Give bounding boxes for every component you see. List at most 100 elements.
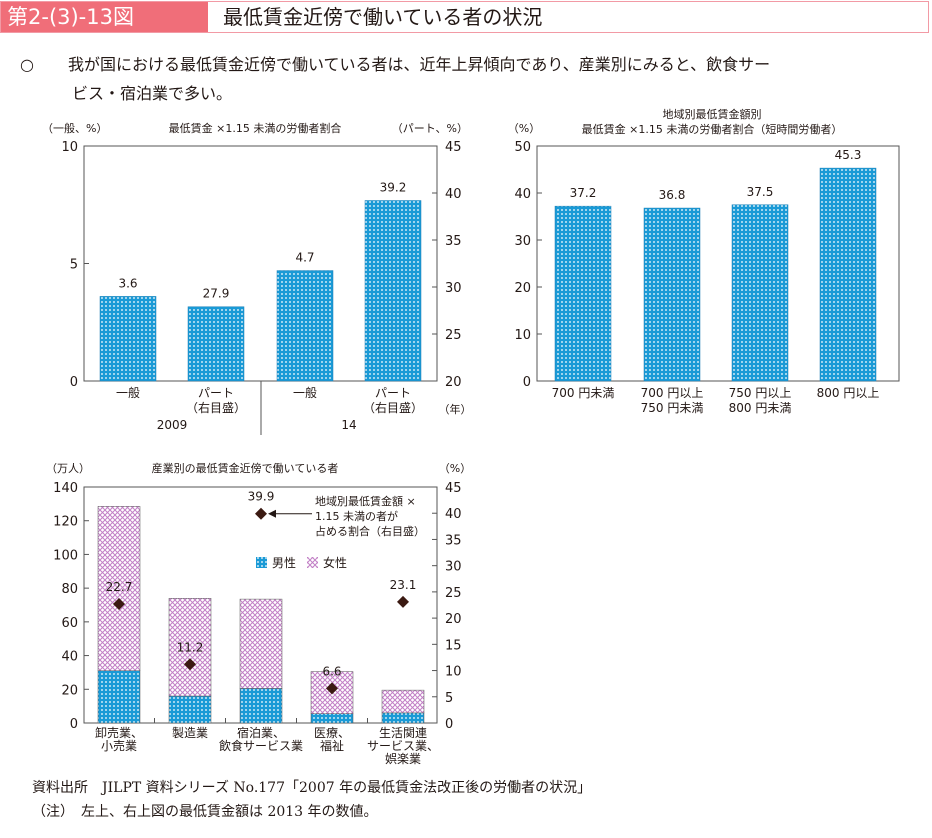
chart3-left-tick-label: 100 — [53, 548, 78, 563]
chart3-bar-male — [97, 670, 141, 724]
chart3-left-axis-label: （万人） — [46, 462, 90, 475]
chart3-right-tick-label: 0 — [445, 717, 453, 732]
chart3-x-label: 製造業 — [172, 726, 208, 740]
chart2-data-label: 45.3 — [835, 148, 862, 162]
figure-header: 第2-(3)-13図 最低賃金近傍で働いている者の状況 — [0, 1, 929, 33]
chart3-ratio-label: 6.6 — [322, 664, 341, 678]
chart2-bar — [643, 207, 701, 382]
chart1-left-tick-label: 10 — [61, 140, 78, 155]
bullet-mark: ○ — [20, 55, 34, 74]
chart3-ratio-label: 39.9 — [248, 490, 275, 504]
chart2-bar — [554, 205, 612, 382]
chart3-bar-male — [239, 688, 283, 724]
chart3-bar-female — [239, 598, 283, 689]
chart3-left-tick-label: 40 — [61, 650, 78, 665]
chart1-left-axis-label: （一般、%） — [42, 122, 107, 135]
lead-line-1: 我が国における最低賃金近傍で働いている者は、近年上昇傾向であり、産業別にみると、… — [68, 55, 771, 74]
chart3-right-tick-label: 20 — [445, 612, 462, 627]
chart3-x-label: 福祉 — [320, 738, 344, 753]
chart1-right-tick-label: 25 — [445, 328, 462, 343]
lead-line-2: ビス・宿泊業で多い。 — [72, 84, 233, 103]
chart3-bar-male — [310, 713, 354, 724]
legend-swatch-female — [307, 557, 318, 568]
chart2-data-label: 36.8 — [659, 188, 686, 202]
chart1-data-label: 4.7 — [295, 251, 314, 265]
chart2-axis-label: （%） — [508, 122, 540, 135]
footnote: （注） 左上、右上図の最低賃金額は 2013 年の数値。 — [32, 804, 378, 820]
chart1-data-label: 39.2 — [380, 181, 407, 195]
chart2-data-label: 37.5 — [747, 185, 774, 199]
chart3-ratio-marker — [113, 597, 125, 610]
chart2-title: 地域別最低賃金額別 — [663, 107, 762, 121]
chart3-left-tick-label: 120 — [53, 515, 78, 530]
legend-label-female: 女性 — [323, 555, 347, 570]
chart3-x-label: 娯楽業 — [385, 752, 421, 766]
chart2-left-tick-label: 0 — [523, 375, 531, 390]
chart1-group-label: 2009 — [157, 418, 188, 432]
chart3-x-label: 医療、 — [314, 726, 350, 740]
chart3-bar-female — [381, 689, 425, 714]
chart1-right-tick-label: 30 — [445, 281, 462, 296]
chart3-x-label: 飲食サービス業 — [219, 738, 303, 753]
chart1-data-label: 3.6 — [118, 276, 137, 290]
chart3-ratio-legend: 地域別最低賃金額 × — [315, 494, 416, 508]
chart1-x-label: 一般 — [293, 385, 317, 400]
chart1-x-label: （右目盛） — [186, 400, 246, 415]
chart1-group-label: 14 — [341, 418, 356, 432]
chart1-x-label: 一般 — [116, 385, 140, 400]
chart3-x-label: 生活関連 — [379, 726, 427, 740]
lead-text: ○ 我が国における最低賃金近傍で働いている者は、近年上昇傾向であり、産業別にみると… — [20, 50, 920, 108]
annotation-arrow-head — [268, 509, 276, 518]
chart3-ratio-marker — [255, 507, 267, 520]
chart3-right-tick-label: 30 — [445, 560, 462, 575]
chart1-left-tick-label: 5 — [70, 258, 78, 273]
chart3-right-tick-label: 15 — [445, 638, 462, 653]
chart1-right-tick-label: 20 — [445, 375, 462, 390]
chart1-title: 最低賃金 ×1.15 未満の労働者割合 — [169, 121, 342, 135]
chart2-bar — [819, 167, 877, 382]
chart3-right-tick-label: 10 — [445, 665, 462, 680]
footer: 資料出所 JILPT 資料シリーズ No.177「2007 年の最低賃金法改正後… — [32, 776, 591, 824]
chart3-x-label: 宿泊業、 — [237, 725, 285, 740]
chart1-x-unit: （年） — [439, 402, 472, 416]
chart2-left-tick-label: 10 — [514, 328, 531, 343]
chart3-bar-male — [381, 712, 425, 724]
chart1-data-label: 27.9 — [203, 287, 230, 301]
chart2-plot-frame — [536, 145, 900, 382]
chart3-ratio-label: 22.7 — [106, 580, 133, 594]
chart3-title: 産業別の最低賃金近傍で働いている者 — [152, 461, 339, 475]
chart1-x-label: パート — [198, 386, 234, 400]
chart3-x-label: サービス業、 — [367, 739, 439, 753]
chart2-left-tick-label: 50 — [514, 140, 531, 155]
chart2-left-tick-label: 40 — [514, 187, 531, 202]
chart2-x-label: 750 円未満 — [641, 401, 704, 415]
chart3-left-tick-label: 60 — [61, 616, 78, 631]
chart3-bar-female — [97, 506, 141, 671]
chart1-bar — [364, 200, 422, 382]
chart1-x-label: パート — [375, 386, 411, 400]
chart1-bar — [99, 296, 157, 382]
chart3-ratio-marker — [397, 595, 409, 608]
source-note: 資料出所 JILPT 資料シリーズ No.177「2007 年の最低賃金法改正後… — [32, 780, 592, 796]
chart3-ratio-marker — [184, 658, 196, 671]
chart1-right-tick-label: 45 — [445, 140, 462, 155]
legend-swatch-male — [256, 557, 267, 568]
chart3-x-label: 小売業 — [101, 738, 137, 753]
chart3-right-tick-label: 35 — [445, 533, 462, 548]
chart3-bar-female — [168, 598, 212, 697]
legend-label-male: 男性 — [272, 556, 296, 570]
chart2-left-tick-label: 30 — [514, 234, 531, 249]
chart3-right-tick-label: 25 — [445, 586, 462, 601]
chart1-left-tick-label: 0 — [70, 375, 78, 390]
chart3-right-tick-label: 5 — [445, 691, 453, 706]
chart2-x-label: 800 円未満 — [729, 401, 792, 415]
chart2-bar — [731, 204, 789, 382]
chart2-x-label: 750 円以上 — [729, 386, 792, 400]
chart3-left-tick-label: 0 — [70, 717, 78, 732]
figure-title: 最低賃金近傍で働いている者の状況 — [223, 5, 543, 29]
chart3-ratio-legend: 占める割合（右目盛） — [315, 524, 425, 538]
chart3-ratio-label: 11.2 — [177, 640, 204, 654]
chart2-data-label: 37.2 — [570, 186, 597, 200]
chart2-left-tick-label: 20 — [514, 281, 531, 296]
